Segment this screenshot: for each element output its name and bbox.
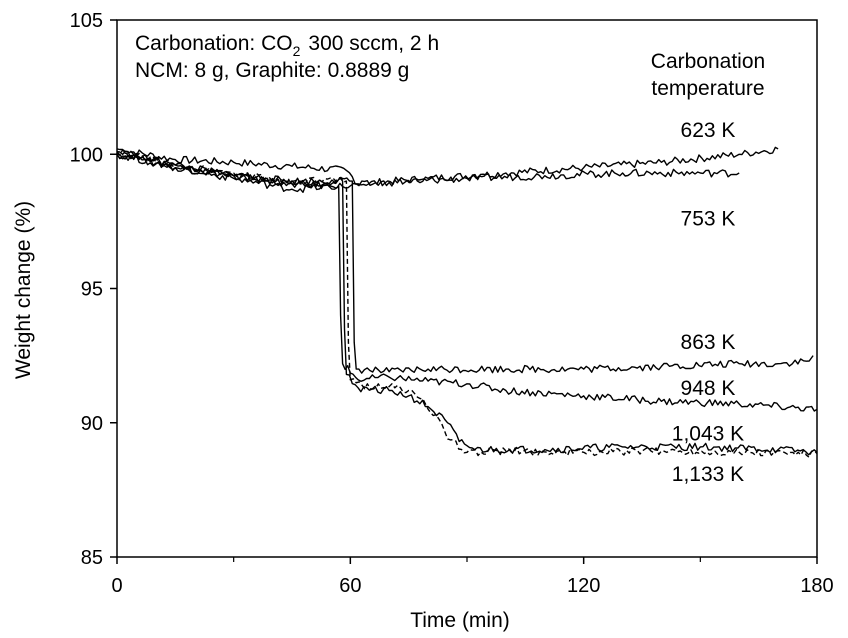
y-tick-label: 95 — [81, 279, 103, 301]
annotation-ncm-graphite: NCM: 8 g, Graphite: 0.8889 g — [135, 59, 409, 82]
y-tick-label: 90 — [81, 413, 103, 435]
annotation-carbonation-conditions: Carbonation: CO2 300 sccm, 2 h — [135, 32, 439, 59]
x-tick-label: 180 — [800, 575, 833, 597]
series-label: 623 K — [681, 119, 736, 142]
y-tick-label: 100 — [70, 144, 103, 166]
legend-title-line1: Carbonation — [651, 50, 765, 73]
series-line-623-k — [116, 146, 779, 187]
series-line-863-k — [116, 150, 814, 374]
x-tick-label: 60 — [339, 575, 361, 597]
y-axis: 85 90 95 100 105 — [70, 10, 117, 569]
y-axis-title: Weight change (%) — [12, 201, 35, 379]
x-axis-title: Time (min) — [410, 609, 510, 632]
legend-title-line2: temperature — [651, 77, 764, 100]
y-tick-label: 85 — [81, 547, 103, 569]
x-tick-label: 0 — [111, 575, 122, 597]
series-line-948-k — [116, 153, 818, 412]
series-labels: 623 K 753 K 863 K 948 K 1,043 K 1,133 K — [672, 119, 744, 486]
y-tick-label: 105 — [70, 10, 103, 32]
series-label: 863 K — [681, 331, 736, 354]
series-label: 1,043 K — [672, 422, 744, 445]
x-axis: 0 60 120 180 — [111, 557, 834, 597]
series-label: 948 K — [681, 377, 736, 400]
series-label: 1,133 K — [672, 463, 744, 486]
x-tick-label: 120 — [567, 575, 600, 597]
series-line-1-043-k — [117, 153, 818, 456]
series-line-1-133-k — [116, 149, 818, 458]
series-group — [116, 146, 818, 458]
series-label: 753 K — [681, 208, 736, 231]
